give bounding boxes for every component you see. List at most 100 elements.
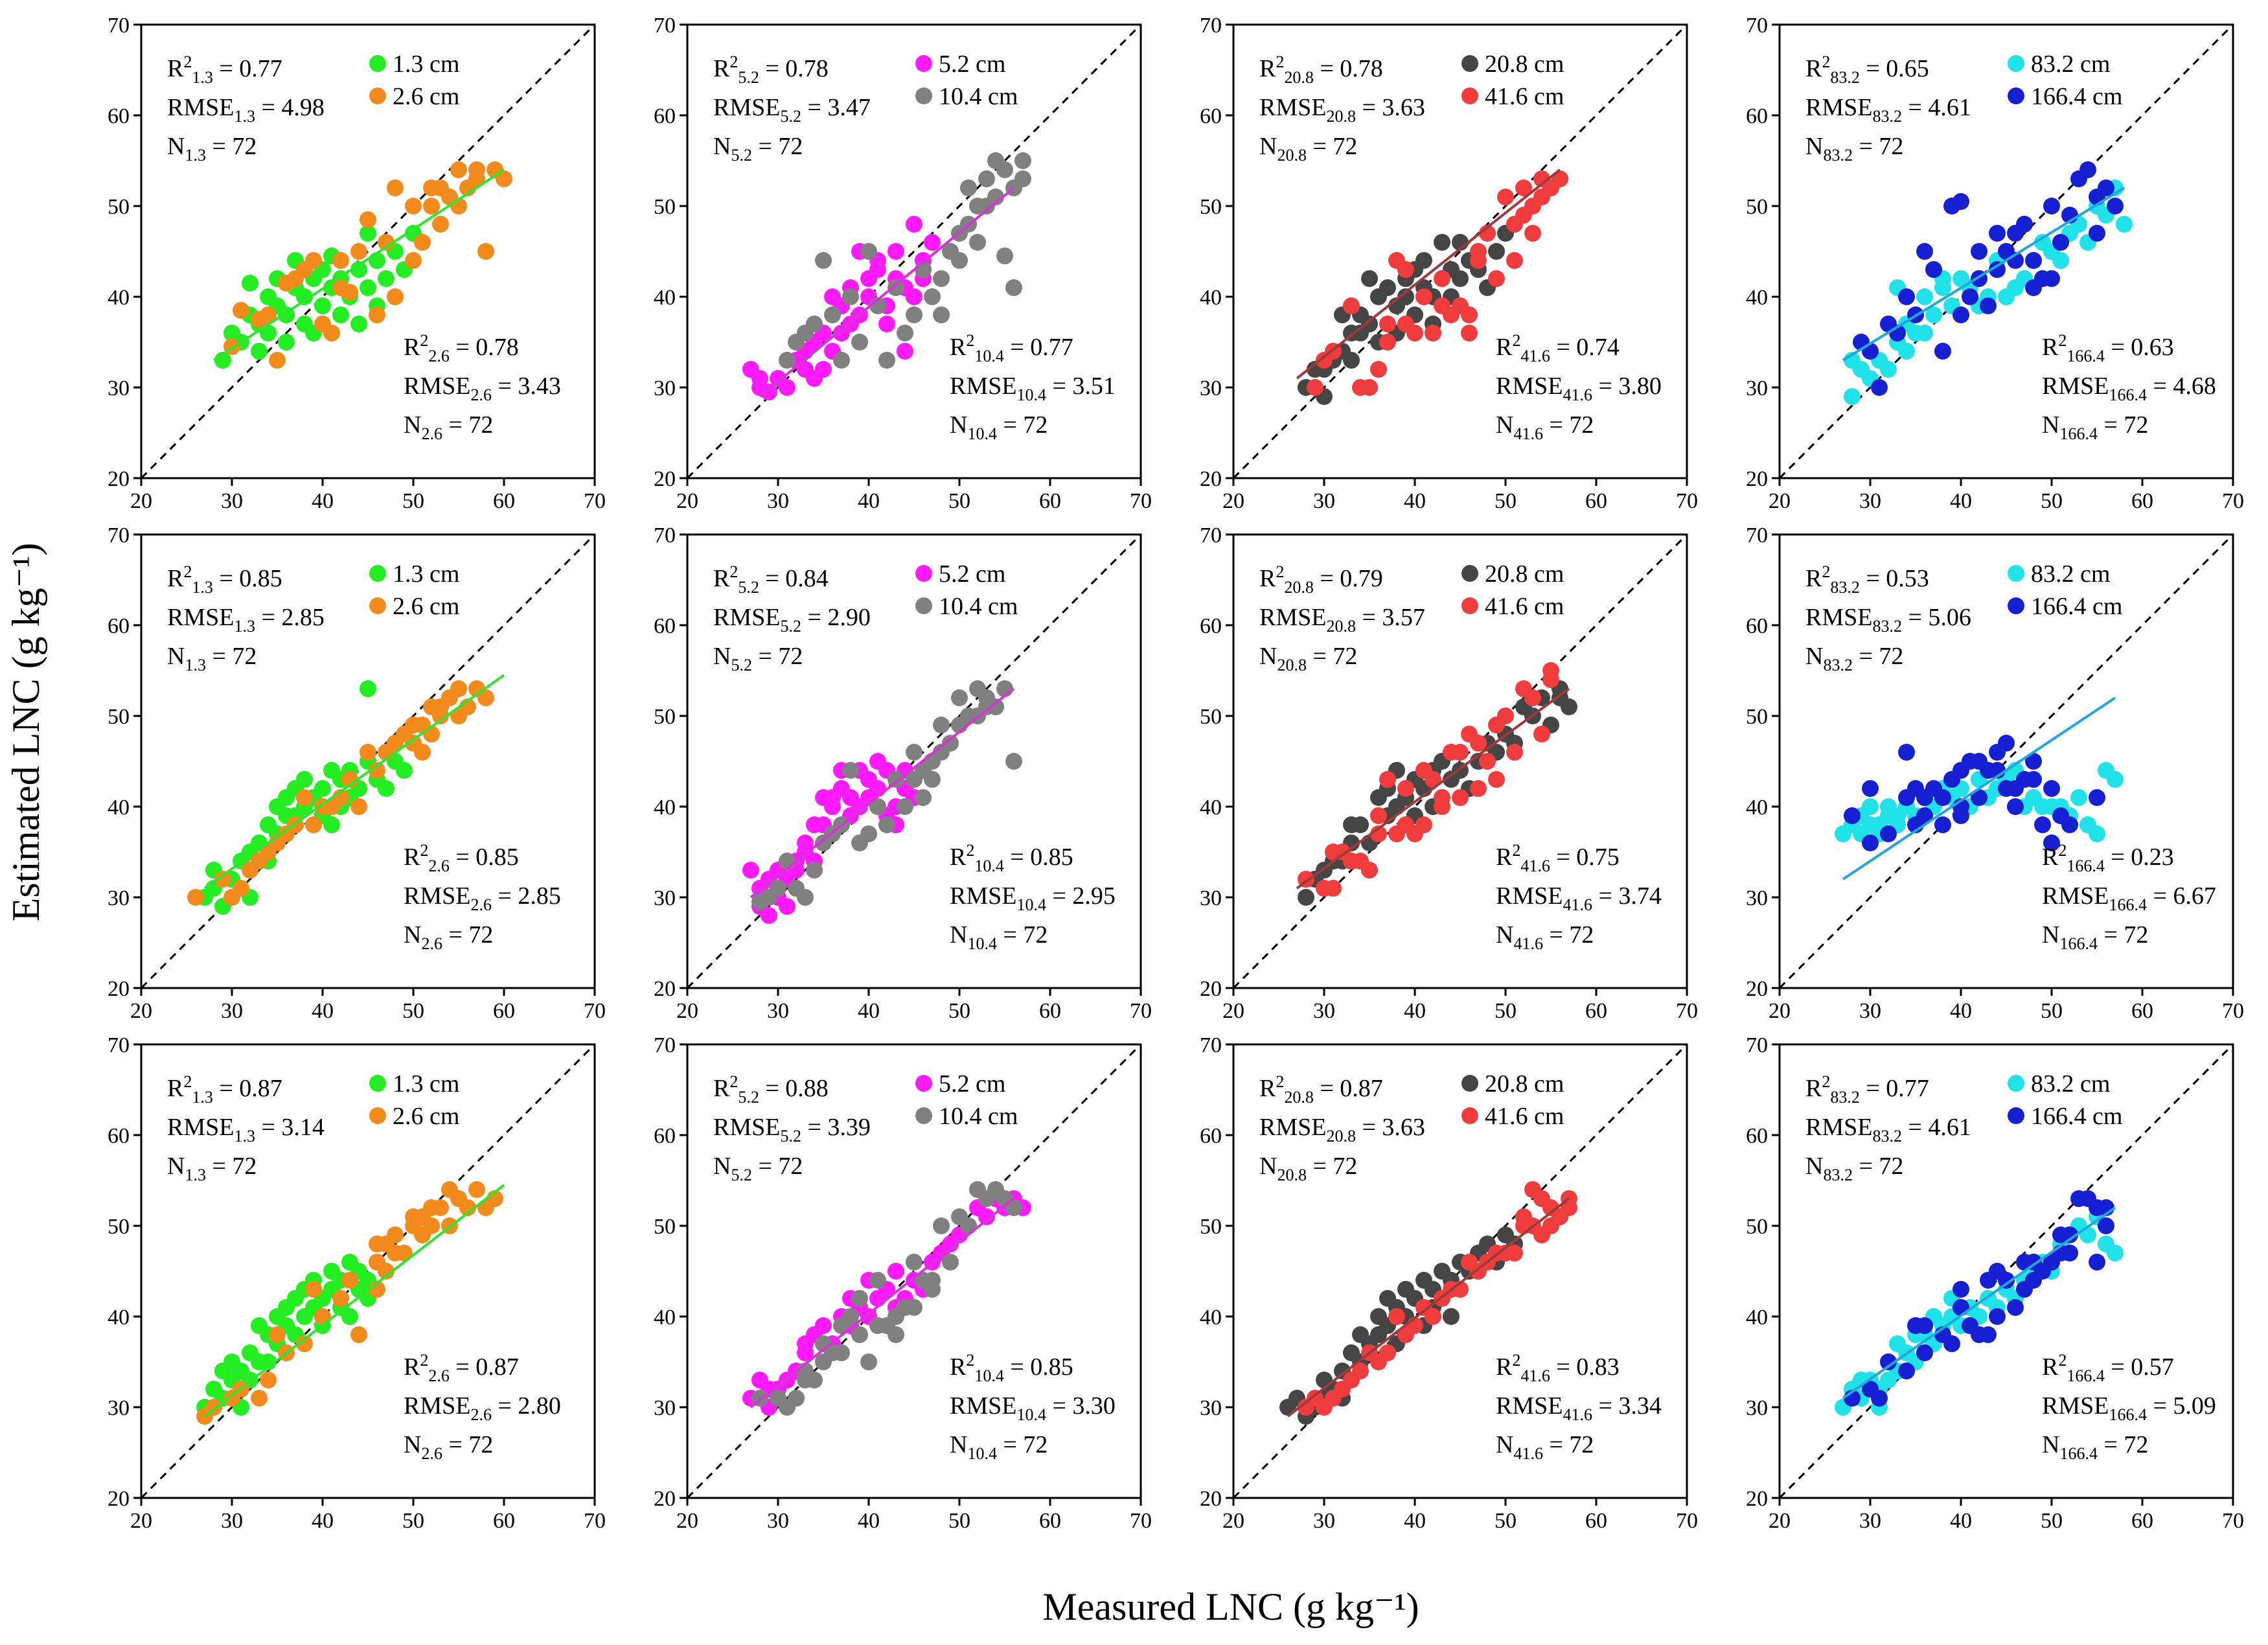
point-series-b	[869, 1272, 886, 1289]
stats-a-r2-label: R25.2 = 0.88	[713, 1072, 829, 1107]
point-series-b	[1862, 834, 1879, 851]
stats-a-n-value: 72	[1333, 643, 1357, 670]
stats-a-rmse-value: 3.47	[827, 94, 871, 121]
stats-b-rmse-label: RMSE166.4 = 6.67	[2042, 882, 2216, 914]
stats-b-n-sub: 41.6	[1513, 1444, 1543, 1463]
stats-a-r2-label: R283.2 = 0.53	[1805, 562, 1929, 597]
stats-a-n-letter: N	[167, 1153, 185, 1180]
point-series-b	[1871, 379, 1888, 396]
point-series-b	[878, 352, 895, 369]
regression-line	[1287, 1197, 1570, 1418]
point-series-b	[779, 352, 796, 369]
point-series-a	[314, 297, 331, 314]
x-tick-label: 50	[402, 1509, 424, 1533]
x-tick-label: 50	[948, 1509, 970, 1533]
regression-line	[203, 674, 505, 890]
y-tick-label: 30	[1746, 886, 1768, 910]
stats-b-n-eq: =	[2098, 921, 2124, 949]
y-tick-label: 70	[1200, 14, 1222, 38]
stats-a-n-letter: N	[1259, 1153, 1277, 1180]
point-series-a	[1844, 388, 1861, 405]
stats-b-rmse-value: 3.34	[1618, 1392, 1662, 1420]
stats-a-r2-eq: =	[213, 55, 239, 82]
point-series-b	[450, 161, 467, 178]
point-series-a	[296, 771, 313, 788]
y-tick-label: 50	[108, 1215, 130, 1239]
stats-b-r2-sup: 2	[966, 841, 974, 860]
stats-a-r2-sub: 83.2	[1830, 578, 1860, 597]
stats-a-r2-value: 0.79	[1340, 565, 1383, 592]
stats-b-rmse-letters: RMSE	[404, 882, 470, 910]
stats-a-r2-letter: R	[713, 565, 730, 592]
stats-b-rmse-label: RMSE10.4 = 3.30	[950, 1392, 1116, 1424]
point-series-b	[1325, 880, 1342, 897]
stats-b-n-eq: =	[1543, 921, 1569, 949]
point-series-b	[1953, 193, 1969, 210]
point-series-b	[2034, 816, 2051, 833]
point-series-a	[2089, 825, 2105, 842]
stats-b-r2-sup: 2	[2058, 331, 2067, 350]
point-series-b	[305, 816, 322, 833]
point-series-b	[468, 161, 485, 178]
legend-marker-a	[1461, 565, 1478, 582]
stats-b-rmse-label: RMSE166.4 = 4.68	[2042, 373, 2216, 404]
stats-b-rmse-value: 3.30	[1072, 1392, 1116, 1420]
legend-label-a: 20.8 cm	[1485, 560, 1564, 588]
y-tick-label: 50	[1746, 195, 1768, 219]
x-axis-label: Measured LNC (g kg⁻¹)	[1042, 1585, 1419, 1628]
point-series-a	[1488, 243, 1505, 260]
point-series-b	[1524, 1181, 1541, 1198]
reference-line-1to1	[140, 23, 596, 479]
stats-b-rmse-eq: =	[1592, 1392, 1618, 1420]
stats-a-rmse-label: RMSE20.8 = 3.63	[1259, 1114, 1425, 1145]
y-tick-label: 50	[654, 1215, 676, 1239]
y-tick-label: 20	[108, 467, 130, 491]
point-series-b	[1880, 1353, 1897, 1370]
stats-a-r2-label: R283.2 = 0.77	[1805, 1072, 1929, 1107]
x-tick-label: 70	[584, 999, 606, 1023]
legend-marker-b	[369, 597, 386, 614]
stats-a-r2-label: R283.2 = 0.65	[1805, 52, 1929, 87]
stats-b-n-eq: =	[1543, 411, 1569, 439]
y-tick-label: 70	[108, 1033, 130, 1057]
y-tick-label: 20	[654, 467, 676, 491]
point-series-b	[2061, 1245, 2078, 1261]
point-series-b	[1898, 288, 1915, 305]
stats-b-rmse-label: RMSE2.6 = 2.80	[404, 1392, 561, 1424]
stats-a-rmse-value: 3.63	[1382, 94, 1425, 121]
point-series-b	[933, 1217, 950, 1234]
legend-label-a: 20.8 cm	[1485, 51, 1564, 78]
point-series-a	[2107, 771, 2124, 788]
stats-b-r2-sup: 2	[1512, 1351, 1520, 1370]
y-tick-label: 20	[1746, 1487, 1768, 1511]
plot-frame	[140, 1043, 596, 1499]
stats-a-r2-letter: R	[167, 565, 184, 592]
stats-a-n-value: 72	[1333, 1153, 1357, 1180]
stats-b-r2-sub: 166.4	[2067, 1366, 2105, 1385]
y-tick-label: 60	[654, 614, 676, 638]
point-series-b	[260, 1372, 277, 1388]
stats-b-r2-value: 0.85	[475, 844, 519, 871]
stats-b-n-label: N2.6 = 72	[404, 1431, 493, 1463]
x-tick-label: 50	[2041, 1509, 2063, 1533]
point-series-b	[906, 744, 922, 761]
point-series-b	[1871, 1390, 1888, 1407]
stats-b-rmse-value: 2.80	[518, 1392, 561, 1420]
y-tick-label: 40	[1746, 286, 1768, 310]
point-series-a	[251, 343, 268, 360]
x-tick-label: 50	[2041, 489, 2063, 513]
y-tick-label: 40	[1746, 1306, 1768, 1329]
stats-a-rmse-letters: RMSE	[167, 1114, 234, 1141]
reference-line-1to1	[1778, 1043, 2234, 1499]
point-series-b	[296, 789, 313, 806]
point-series-b	[360, 211, 376, 228]
point-series-b	[942, 1254, 959, 1271]
reference-line-1to1	[1232, 533, 1688, 989]
x-tick-label: 50	[948, 489, 970, 513]
point-series-a	[278, 334, 295, 351]
stats-a-n-letter: N	[713, 1153, 731, 1180]
